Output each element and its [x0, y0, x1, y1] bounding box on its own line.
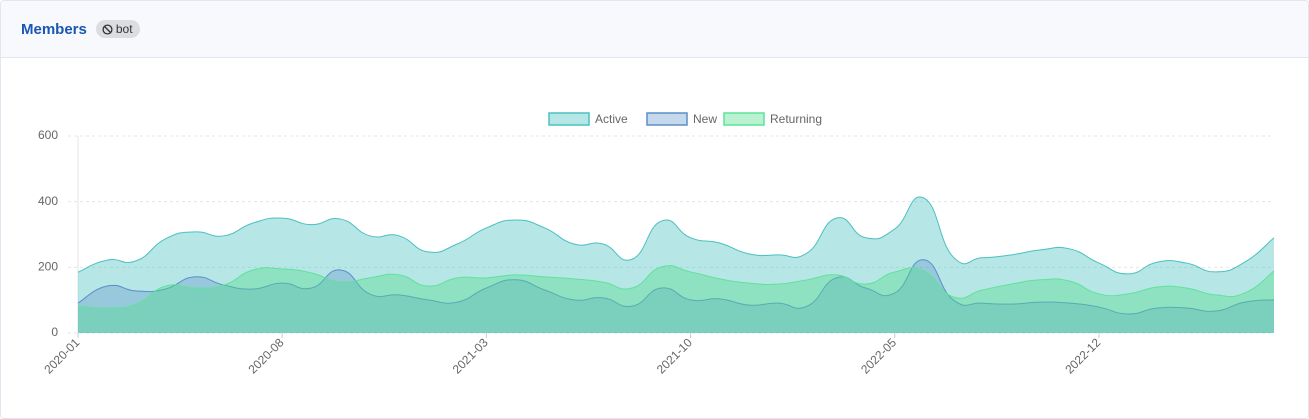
chart: 0 200 400 600 2020-01 2020-08 2021-03 2021-10 20…: [38, 112, 1275, 377]
y-tick-label: 600: [38, 128, 58, 142]
card-title: Members: [21, 20, 87, 38]
area: [78, 196, 1274, 333]
legend-item: Active: [548, 112, 628, 126]
line: [77, 259, 1275, 315]
badge-label: bot: [115, 22, 133, 36]
area: [78, 265, 1274, 333]
legend-label: Active: [595, 112, 628, 126]
line: [77, 265, 1275, 309]
y-tick-label: 400: [38, 194, 58, 208]
y-tick-label: 200: [38, 260, 58, 274]
legend-label: Returning: [770, 112, 822, 126]
x-tick-label: 2021-03: [450, 335, 491, 376]
y-tick-label: 0: [51, 325, 58, 339]
legend-swatch: [548, 112, 590, 126]
x-tick-label: 2020-08: [246, 335, 287, 376]
line: [77, 196, 1275, 275]
x-tick-label: 2021-10: [654, 335, 695, 376]
area: [78, 259, 1274, 333]
x-tick-label: 2022-05: [858, 335, 899, 376]
legend-swatch: [723, 112, 765, 126]
legend-item: New: [646, 112, 717, 126]
bot-badge[interactable]: bot: [95, 20, 140, 38]
x-tick-label: 2020-01: [41, 335, 82, 376]
x-tick-label: 2022-12: [1062, 335, 1103, 376]
legend-item: Returning: [723, 112, 822, 126]
card-header: Members bot: [1, 1, 1308, 58]
legend-swatch: [646, 112, 688, 126]
ban-icon: [102, 23, 113, 35]
legend-label: New: [693, 112, 717, 126]
